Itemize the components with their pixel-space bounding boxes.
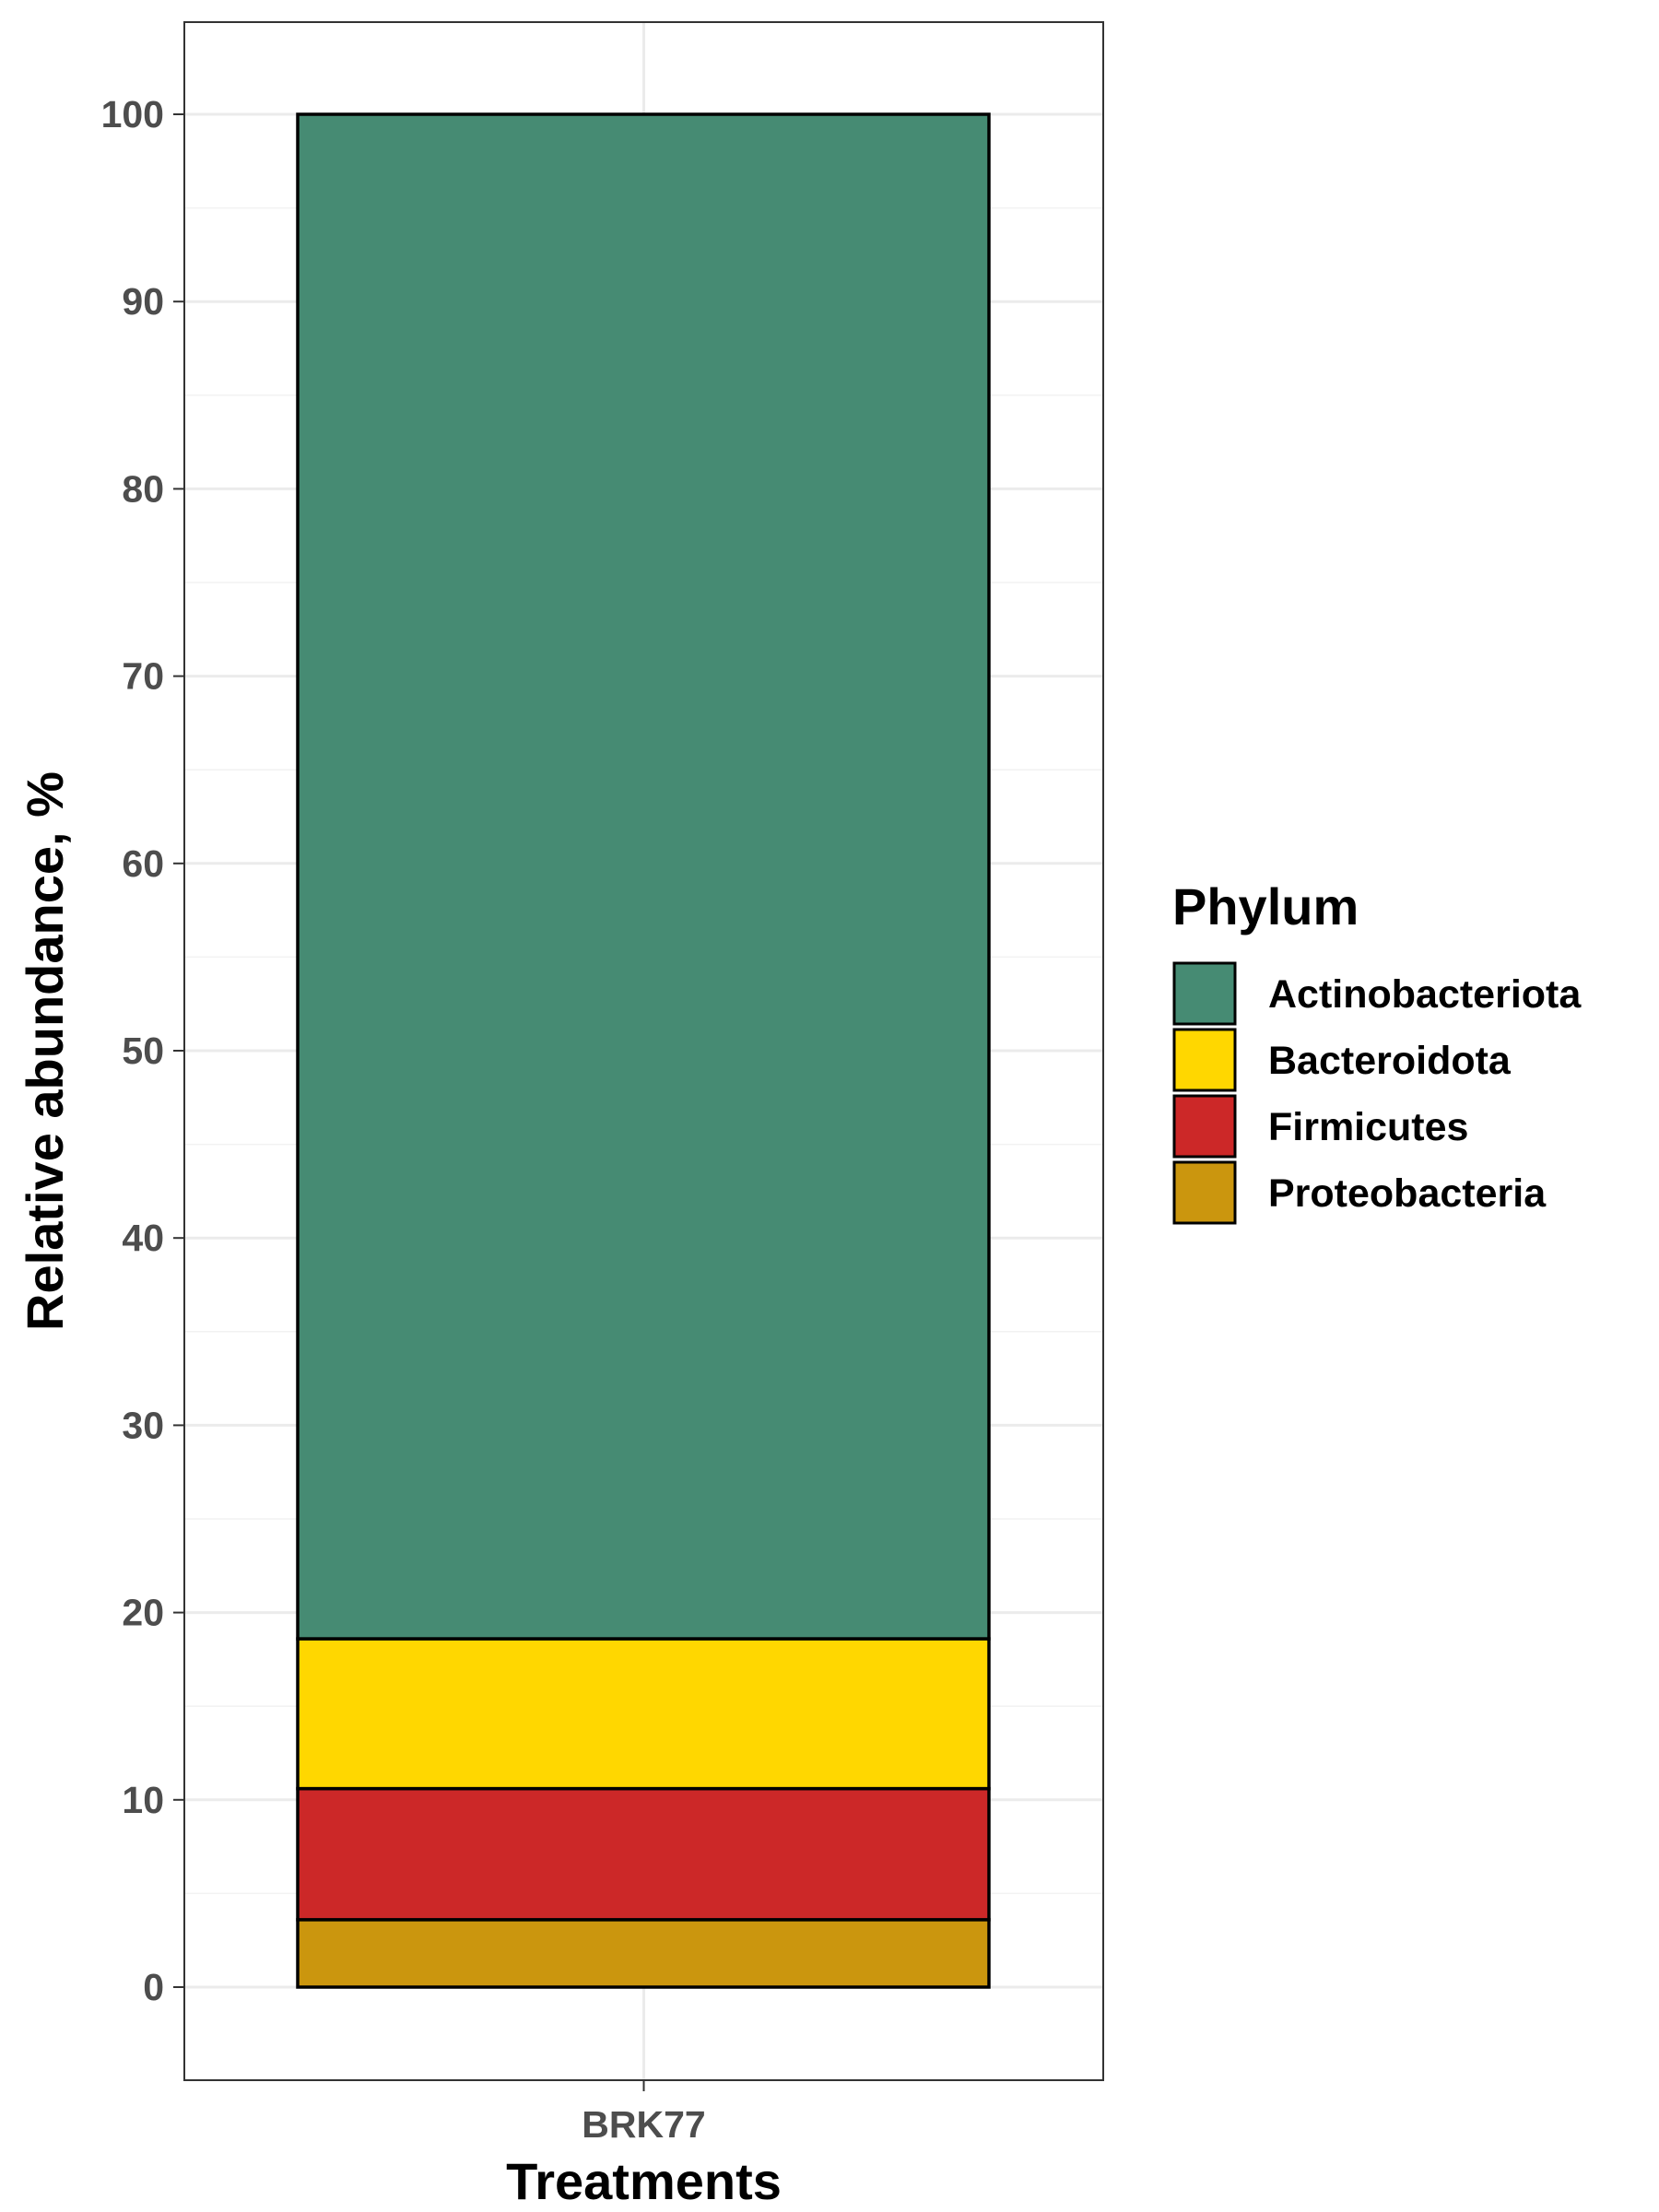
y-tick-label: 40 xyxy=(122,1217,164,1259)
x-axis-title: Treatments xyxy=(506,2152,782,2210)
legend: Phylum Actinobacteriota Bacteroidota Firmi… xyxy=(1172,877,1582,1225)
y-tick-label: 100 xyxy=(101,93,164,135)
y-axis: 0 10 20 30 40 50 60 70 80 90 100 xyxy=(101,93,184,2008)
y-tick-label: 80 xyxy=(122,467,164,510)
y-tick-label: 30 xyxy=(122,1404,164,1446)
bar-segment-proteobacteria xyxy=(296,1918,991,1989)
x-axis: BRK77 xyxy=(582,2080,706,2146)
y-tick-label: 10 xyxy=(122,1779,164,1821)
y-tick-label: 60 xyxy=(122,842,164,885)
legend-key-firmicutes xyxy=(1172,1094,1237,1159)
y-tick-label: 70 xyxy=(122,655,164,698)
bar-segment-bacteroidota xyxy=(296,1637,991,1791)
x-tick-label: BRK77 xyxy=(582,2103,705,2146)
legend-label: Firmicutes xyxy=(1268,1105,1468,1149)
bar-stack xyxy=(296,112,991,1989)
y-tick-label: 20 xyxy=(122,1592,164,1634)
legend-label: Bacteroidota xyxy=(1268,1039,1512,1083)
legend-key-proteobacteria xyxy=(1172,1160,1237,1225)
legend-label: Proteobacteria xyxy=(1268,1171,1547,1216)
legend-title: Phylum xyxy=(1172,877,1359,935)
y-tick-label: 50 xyxy=(122,1030,164,1072)
legend-label: Actinobacteriota xyxy=(1268,972,1582,1017)
y-tick-label: 0 xyxy=(143,1966,164,2008)
legend-key-bacteroidota xyxy=(1172,1028,1237,1092)
y-axis-title: Relative abundance, % xyxy=(16,771,74,1331)
bar-segment-firmicutes xyxy=(296,1786,991,1922)
y-tick-label: 90 xyxy=(122,280,164,323)
legend-key-actinobacteriota xyxy=(1172,961,1237,1026)
bar-segment-actinobacteriota xyxy=(296,112,991,1641)
